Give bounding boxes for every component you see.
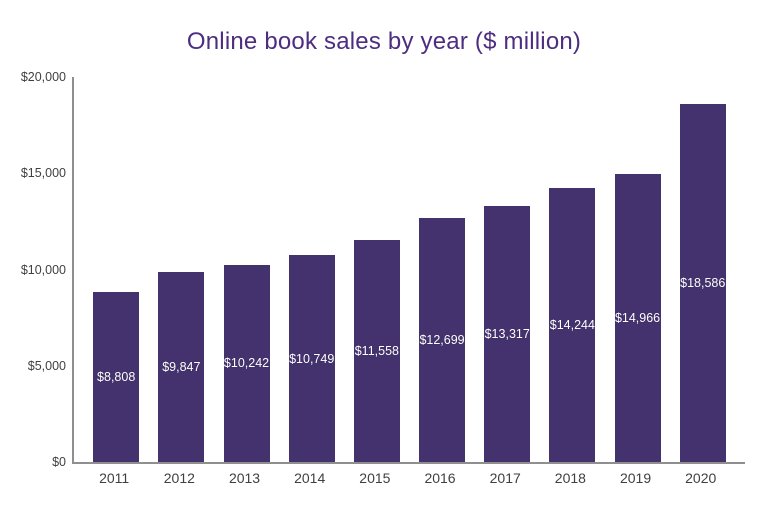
y-axis-tick-label: $10,000 bbox=[20, 262, 66, 277]
bar-value-label: $10,749 bbox=[289, 351, 335, 366]
x-axis-tick-label: 2018 bbox=[554, 470, 586, 486]
plot-area: $8,808 $9,847 $10,242 $10,749 $11,558 $12,699… bbox=[72, 77, 745, 464]
x-axis-tick-labels: 2011 2012 2013 2014 2015 2016 2017 2018 2019 2020 bbox=[72, 470, 743, 487]
x-axis-tick-label: 2019 bbox=[619, 470, 652, 486]
bar-value-label: $14,244 bbox=[549, 317, 595, 332]
x-axis-tick-label: 2012 bbox=[163, 470, 195, 486]
x-axis-tick-label: 2020 bbox=[685, 470, 717, 486]
bar-value-label: $13,317 bbox=[484, 326, 530, 341]
y-axis-tick-label: $0 bbox=[52, 455, 66, 469]
x-axis-tick-label: 2013 bbox=[228, 470, 261, 486]
bar: $12,699 bbox=[419, 217, 466, 462]
bar: $10,242 bbox=[223, 264, 270, 462]
bar: $10,749 bbox=[288, 255, 335, 462]
bar-value-label: $9,847 bbox=[162, 360, 201, 375]
bar: $14,244 bbox=[549, 187, 596, 462]
bar-value-label: $10,242 bbox=[223, 356, 270, 371]
x-axis-tick-label: 2016 bbox=[424, 470, 456, 486]
bar-value-label: $18,586 bbox=[680, 276, 726, 291]
y-axis-tick-label: $5,000 bbox=[27, 358, 66, 373]
x-axis-tick-label: 2011 bbox=[99, 470, 130, 486]
x-axis-tick-label: 2015 bbox=[359, 470, 391, 486]
bar-value-label: $11,558 bbox=[354, 343, 399, 358]
bar-series: $8,808 $9,847 $10,242 $10,749 $11,558 $12,699… bbox=[74, 77, 745, 462]
bar: $9,847 bbox=[158, 272, 205, 462]
bar: $13,317 bbox=[484, 205, 531, 462]
y-axis-tick-label: $15,000 bbox=[20, 166, 66, 181]
y-axis-tick-label: $20,000 bbox=[20, 70, 66, 84]
bar: $8,808 bbox=[93, 292, 140, 462]
bar: $14,966 bbox=[614, 173, 661, 462]
chart-title: Online book sales by year ($ million) bbox=[186, 28, 582, 55]
bar-value-label: $8,808 bbox=[97, 370, 136, 385]
bar-value-label: $12,699 bbox=[419, 332, 465, 347]
bar-value-label: $14,966 bbox=[614, 310, 661, 325]
bar: $11,558 bbox=[353, 239, 400, 462]
x-axis-tick-label: 2017 bbox=[489, 470, 521, 486]
x-axis-tick-label: 2014 bbox=[294, 470, 326, 486]
bar: $18,586 bbox=[679, 104, 726, 462]
y-axis-tick-labels: $0 $5,000 $10,000 $15,000 $20,000 bbox=[0, 0, 66, 512]
